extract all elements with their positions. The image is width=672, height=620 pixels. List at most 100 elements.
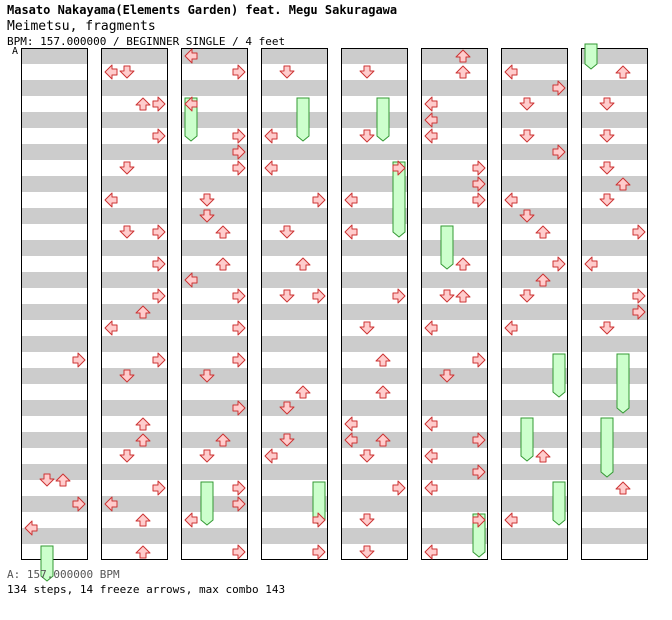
arrow-right-icon bbox=[232, 496, 246, 512]
beat-stripe bbox=[501, 80, 568, 96]
arrow-down-icon bbox=[199, 209, 215, 223]
arrow-right-icon bbox=[632, 288, 646, 304]
arrow-down-icon bbox=[599, 161, 615, 175]
arrow-left-icon bbox=[264, 128, 278, 144]
arrow-up-icon bbox=[295, 385, 311, 399]
arrow-right-icon bbox=[232, 128, 246, 144]
beat-stripe bbox=[421, 336, 488, 352]
beat-stripe bbox=[181, 432, 248, 448]
beat-stripe bbox=[101, 368, 168, 384]
beat-stripe bbox=[501, 336, 568, 352]
arrow-right-icon bbox=[632, 224, 646, 240]
arrow-down-icon bbox=[359, 513, 375, 527]
arrow-up-icon bbox=[535, 225, 551, 239]
freeze-arrow-down bbox=[440, 225, 454, 270]
arrow-left-icon bbox=[264, 448, 278, 464]
arrow-down-icon bbox=[119, 65, 135, 79]
beat-stripe bbox=[501, 48, 568, 64]
beat-stripe bbox=[21, 336, 88, 352]
arrow-left-icon bbox=[424, 480, 438, 496]
arrow-down-icon bbox=[39, 473, 55, 487]
beat-stripe bbox=[501, 240, 568, 256]
freeze-arrow-down bbox=[600, 417, 614, 478]
beat-stripe bbox=[101, 208, 168, 224]
beat-stripe bbox=[581, 400, 648, 416]
column-border bbox=[21, 48, 88, 560]
beat-stripe bbox=[341, 336, 408, 352]
arrow-right-icon bbox=[152, 480, 166, 496]
arrow-right-icon bbox=[232, 352, 246, 368]
arrow-up-icon bbox=[455, 257, 471, 271]
arrow-right-icon bbox=[312, 512, 326, 528]
arrow-right-icon bbox=[472, 512, 486, 528]
beat-stripe bbox=[101, 528, 168, 544]
beat-stripe bbox=[581, 80, 648, 96]
beat-stripe bbox=[101, 240, 168, 256]
freeze-arrow-down bbox=[40, 545, 54, 582]
arrow-down-icon bbox=[439, 289, 455, 303]
beat-stripe bbox=[101, 144, 168, 160]
segment-marker: A bbox=[12, 46, 19, 57]
beat-stripe bbox=[581, 464, 648, 480]
beat-stripe bbox=[421, 112, 488, 128]
arrow-left-icon bbox=[24, 520, 38, 536]
freeze-arrow-up bbox=[296, 97, 310, 142]
column-border bbox=[421, 48, 488, 560]
arrow-up-icon bbox=[215, 257, 231, 271]
arrow-left-icon bbox=[424, 416, 438, 432]
freeze-arrow-down bbox=[520, 417, 534, 462]
arrow-left-icon bbox=[584, 256, 598, 272]
arrow-up-icon bbox=[135, 305, 151, 319]
arrow-up-icon bbox=[535, 449, 551, 463]
measure-column bbox=[261, 48, 328, 560]
beat-stripe bbox=[501, 400, 568, 416]
arrow-up-icon bbox=[135, 545, 151, 559]
beat-stripe bbox=[341, 144, 408, 160]
beat-stripe bbox=[181, 304, 248, 320]
beat-stripe bbox=[21, 208, 88, 224]
arrow-left-icon bbox=[424, 320, 438, 336]
beat-stripe bbox=[181, 400, 248, 416]
beat-stripe bbox=[181, 80, 248, 96]
beat-stripe bbox=[21, 432, 88, 448]
arrow-right-icon bbox=[552, 256, 566, 272]
freeze-arrow-left bbox=[584, 43, 598, 70]
beat-stripe bbox=[341, 368, 408, 384]
beat-stripe bbox=[581, 368, 648, 384]
arrow-down-icon bbox=[519, 129, 535, 143]
beat-stripe bbox=[181, 144, 248, 160]
arrow-left-icon bbox=[504, 320, 518, 336]
beat-stripe bbox=[421, 240, 488, 256]
arrow-down-icon bbox=[119, 225, 135, 239]
arrow-down-icon bbox=[279, 433, 295, 447]
beat-stripe bbox=[341, 432, 408, 448]
arrow-up-icon bbox=[455, 289, 471, 303]
beat-stripe bbox=[581, 496, 648, 512]
beat-stripe bbox=[101, 176, 168, 192]
arrow-right-icon bbox=[472, 160, 486, 176]
beat-stripe bbox=[421, 144, 488, 160]
arrow-left-icon bbox=[104, 496, 118, 512]
beat-stripe bbox=[581, 336, 648, 352]
arrow-up-icon bbox=[535, 273, 551, 287]
beat-stripe bbox=[421, 304, 488, 320]
arrow-down-icon bbox=[359, 321, 375, 335]
arrow-down-icon bbox=[519, 289, 535, 303]
beat-stripe bbox=[261, 432, 328, 448]
beat-stripe bbox=[261, 208, 328, 224]
beat-stripe bbox=[581, 304, 648, 320]
arrow-right-icon bbox=[152, 256, 166, 272]
beat-stripe bbox=[21, 144, 88, 160]
beat-stripe bbox=[261, 144, 328, 160]
beat-stripe bbox=[581, 176, 648, 192]
arrow-left-icon bbox=[504, 512, 518, 528]
arrow-down-icon bbox=[519, 97, 535, 111]
arrow-left-icon bbox=[344, 416, 358, 432]
freeze-arrow-right bbox=[552, 481, 566, 526]
beat-stripe bbox=[101, 112, 168, 128]
beat-stripe bbox=[181, 464, 248, 480]
beat-stripe bbox=[21, 48, 88, 64]
beat-stripe bbox=[181, 48, 248, 64]
beat-stripe bbox=[581, 208, 648, 224]
arrow-right-icon bbox=[472, 352, 486, 368]
